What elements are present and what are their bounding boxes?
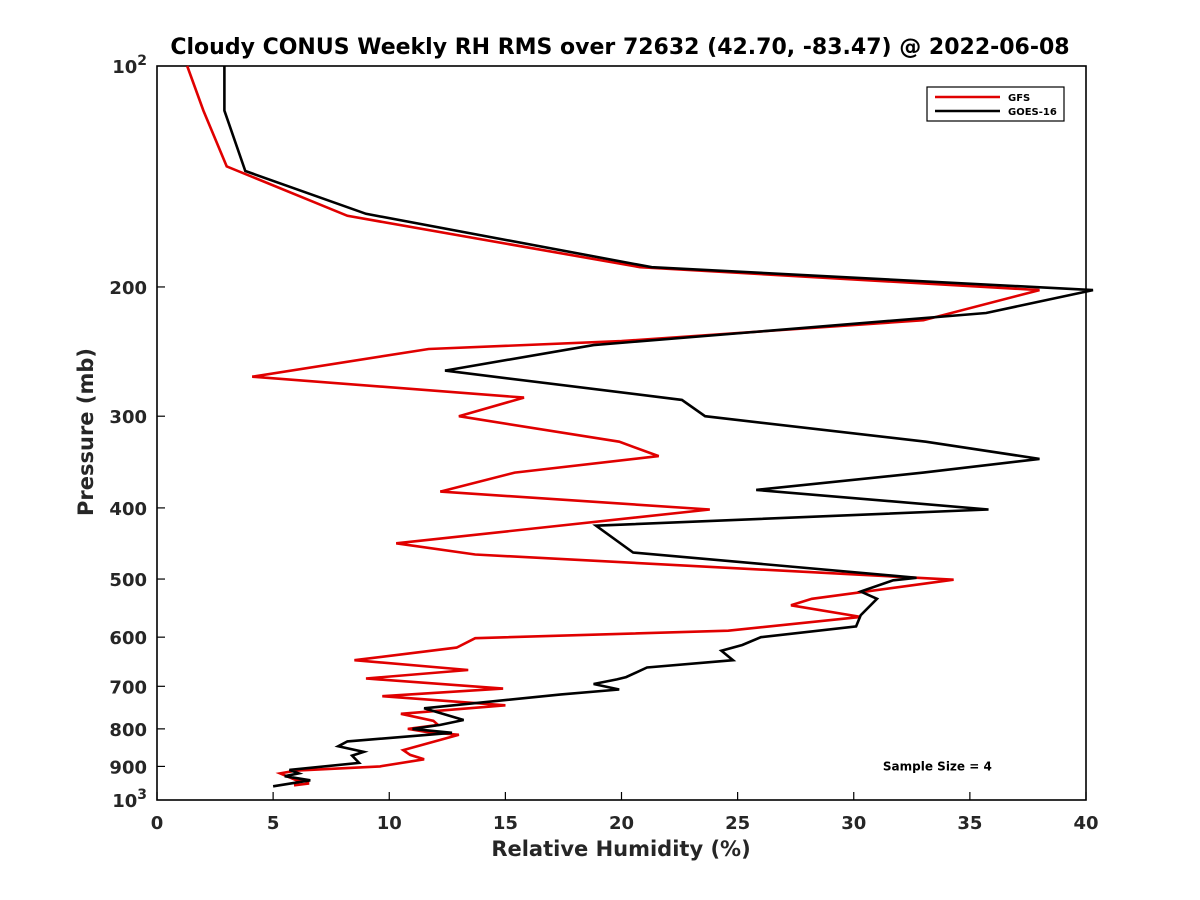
y-tick-label: 700 <box>109 677 147 698</box>
y-tick-base: 10 <box>112 57 137 78</box>
series-line-gfs <box>185 65 1040 787</box>
x-tick-label: 20 <box>609 813 634 834</box>
x-tick-label: 30 <box>841 813 866 834</box>
legend-entry-label: GFS <box>1008 93 1030 104</box>
x-tick-label: 5 <box>267 813 280 834</box>
series-line-goes-16 <box>223 66 1094 788</box>
x-tick-label: 25 <box>725 813 750 834</box>
y-tick-label: 200 <box>109 278 147 299</box>
y-tick-exponent: 2 <box>137 53 147 69</box>
y-tick-label: 900 <box>109 757 147 778</box>
x-tick-label: 40 <box>1073 813 1098 834</box>
y-tick-label: 103 <box>112 787 147 812</box>
axis-ticks: 0 5 10 15 20 25 30 35 40 200 300 400 500 600 700 800 900… <box>109 53 1098 834</box>
y-axis-label: Pressure (mb) <box>74 348 98 516</box>
plot-area <box>156 65 1087 801</box>
y-tick-label: 300 <box>109 407 147 428</box>
x-tick-label: 0 <box>151 813 164 834</box>
x-tick-label: 10 <box>377 813 402 834</box>
legend-entry-label: GOES-16 <box>1008 107 1057 118</box>
series-group <box>185 65 1094 788</box>
y-tick-base: 10 <box>112 791 137 812</box>
y-tick-label: 500 <box>109 570 147 591</box>
x-tick-label: 35 <box>957 813 982 834</box>
annotations: Sample Size = 4 <box>883 759 992 773</box>
legend-box <box>926 86 1065 122</box>
sample-size-annotation: Sample Size = 4 <box>883 759 992 773</box>
x-axis-label: Relative Humidity (%) <box>491 837 750 861</box>
x-tick-label: 15 <box>493 813 518 834</box>
y-tick-exponent: 3 <box>137 787 147 803</box>
y-tick-label: 400 <box>109 499 147 520</box>
y-tick-label: 102 <box>112 53 147 78</box>
y-tick-label: 600 <box>109 628 147 649</box>
y-tick-label: 800 <box>109 720 147 741</box>
legend: GFS GOES-16 <box>926 86 1065 122</box>
chart-title: Cloudy CONUS Weekly RH RMS over 72632 (4… <box>170 35 1069 60</box>
